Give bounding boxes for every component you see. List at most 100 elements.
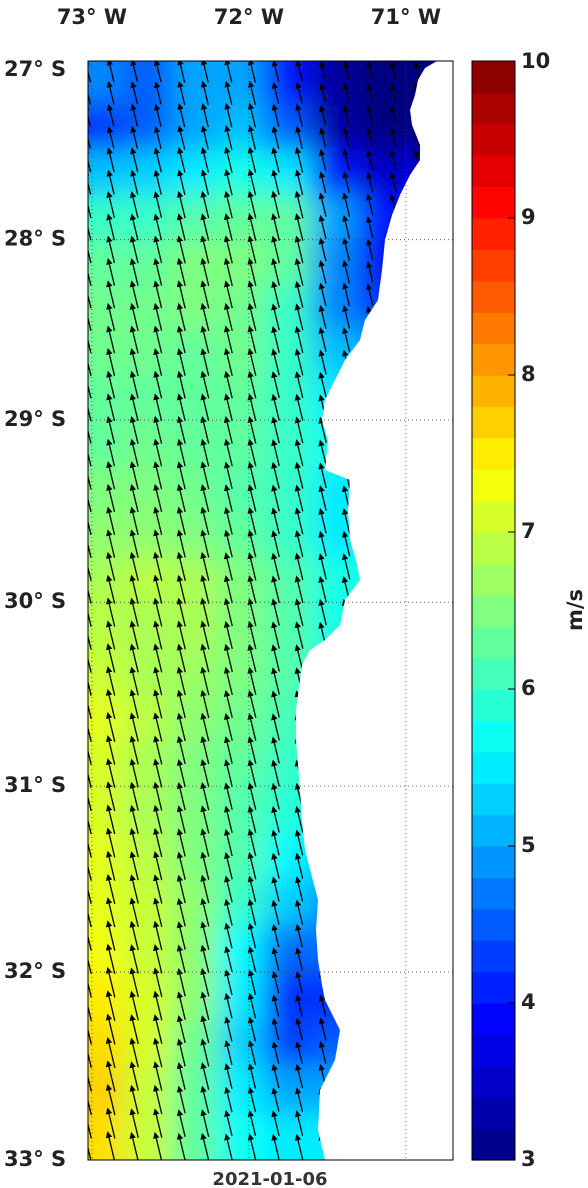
wind-arrow (318, 507, 327, 534)
wind-arrow (271, 759, 280, 787)
speed-cell (123, 972, 172, 1020)
wind-arrow (153, 81, 162, 105)
wind-arrow (106, 280, 116, 309)
wind-arrow (271, 552, 280, 581)
wind-arrow (200, 1038, 210, 1067)
wind-arrow (176, 666, 186, 696)
wind-arrow (271, 947, 280, 971)
wind-arrow (247, 257, 257, 286)
speed-cell (264, 465, 313, 512)
wind-arrow (105, 943, 116, 975)
wind-arrow (247, 969, 257, 996)
wind-arrow (176, 438, 186, 467)
wind-arrow (342, 305, 351, 329)
speed-cell (264, 150, 313, 196)
colorbar-frame (471, 60, 516, 1161)
speed-cell (264, 1065, 313, 1114)
wind-arrow (271, 147, 280, 173)
speed-cell (88, 150, 125, 196)
wind-arrow (200, 302, 210, 332)
wind-arrow (271, 169, 280, 195)
wind-arrow (294, 575, 304, 603)
speed-cell (217, 61, 266, 107)
wind-arrow (200, 782, 210, 811)
wind-arrow (130, 103, 139, 127)
wind-arrow (200, 944, 210, 974)
x-tick-label: 73° W (57, 5, 127, 29)
x-tick-label: 71° W (371, 5, 441, 29)
wind-arrow (247, 828, 257, 857)
wind-arrow (200, 325, 210, 354)
wind-arrow (88, 781, 92, 812)
wind-arrow (365, 216, 374, 238)
wind-arrow (129, 920, 139, 951)
wind-arrow (294, 552, 304, 581)
speed-cell (217, 465, 266, 512)
colorbar-band (472, 1003, 515, 1035)
wind-arrow (176, 921, 186, 950)
wind-arrow (153, 235, 163, 264)
wind-arrow (176, 828, 186, 857)
wind-arrow (295, 82, 303, 104)
speed-cell (217, 374, 266, 422)
wind-arrow (153, 483, 163, 513)
speed-cell (217, 1018, 266, 1067)
colorbar-band (472, 437, 515, 470)
wind-arrow (176, 348, 186, 376)
colorbar-band (472, 61, 515, 93)
speed-cell (311, 194, 360, 241)
speed-cell (217, 925, 266, 974)
wind-arrow (88, 506, 92, 536)
wind-arrow (200, 1132, 210, 1160)
wind-arrow (106, 348, 116, 376)
wind-arrow (247, 235, 257, 264)
wind-arrow (176, 689, 186, 719)
wind-arrow (200, 529, 210, 558)
wind-arrow (129, 712, 139, 742)
wind-arrow (271, 1041, 280, 1064)
colorbar-band (472, 312, 515, 345)
wind-arrow (247, 168, 257, 196)
speed-cell (170, 420, 219, 467)
wind-arrow (88, 126, 91, 149)
wind-arrow (247, 125, 257, 150)
wind-arrow (342, 61, 350, 81)
wind-arrow (129, 280, 139, 309)
wind-arrow (223, 552, 233, 581)
speed-cell (358, 61, 407, 107)
wind-arrow (224, 898, 233, 926)
wind-arrow (271, 852, 280, 879)
wind-arrow (153, 920, 163, 951)
wind-arrow (271, 371, 280, 399)
wind-arrow (176, 782, 186, 811)
wind-arrow (224, 922, 233, 949)
wind-arrow (88, 1060, 92, 1092)
wind-arrow (366, 105, 374, 125)
wind-arrow (223, 575, 233, 604)
wind-arrow (129, 574, 139, 604)
wind-arrow (176, 506, 186, 535)
wind-arrow (88, 1036, 92, 1069)
wind-arrow (224, 168, 233, 196)
wind-arrow (88, 850, 92, 881)
wind-arrow (129, 348, 139, 376)
wind-arrow (176, 529, 186, 558)
wind-arrow (247, 213, 257, 241)
wind-arrow (153, 689, 163, 719)
wind-arrow (294, 169, 304, 195)
wind-arrow (88, 461, 92, 490)
wind-arrow (200, 874, 210, 904)
speed-cell (88, 284, 125, 331)
speed-cell (217, 194, 266, 241)
wind-arrow (88, 325, 92, 354)
colorbar-band (472, 783, 515, 816)
wind-arrow (224, 1110, 233, 1137)
speed-cell (123, 284, 172, 331)
wind-arrow (153, 461, 163, 490)
wind-arrow (105, 897, 116, 928)
wind-arrow (223, 461, 233, 489)
wind-arrow (271, 393, 280, 421)
speed-cell (123, 1018, 172, 1067)
wind-arrow (105, 1107, 116, 1139)
speed-cell (123, 832, 172, 880)
